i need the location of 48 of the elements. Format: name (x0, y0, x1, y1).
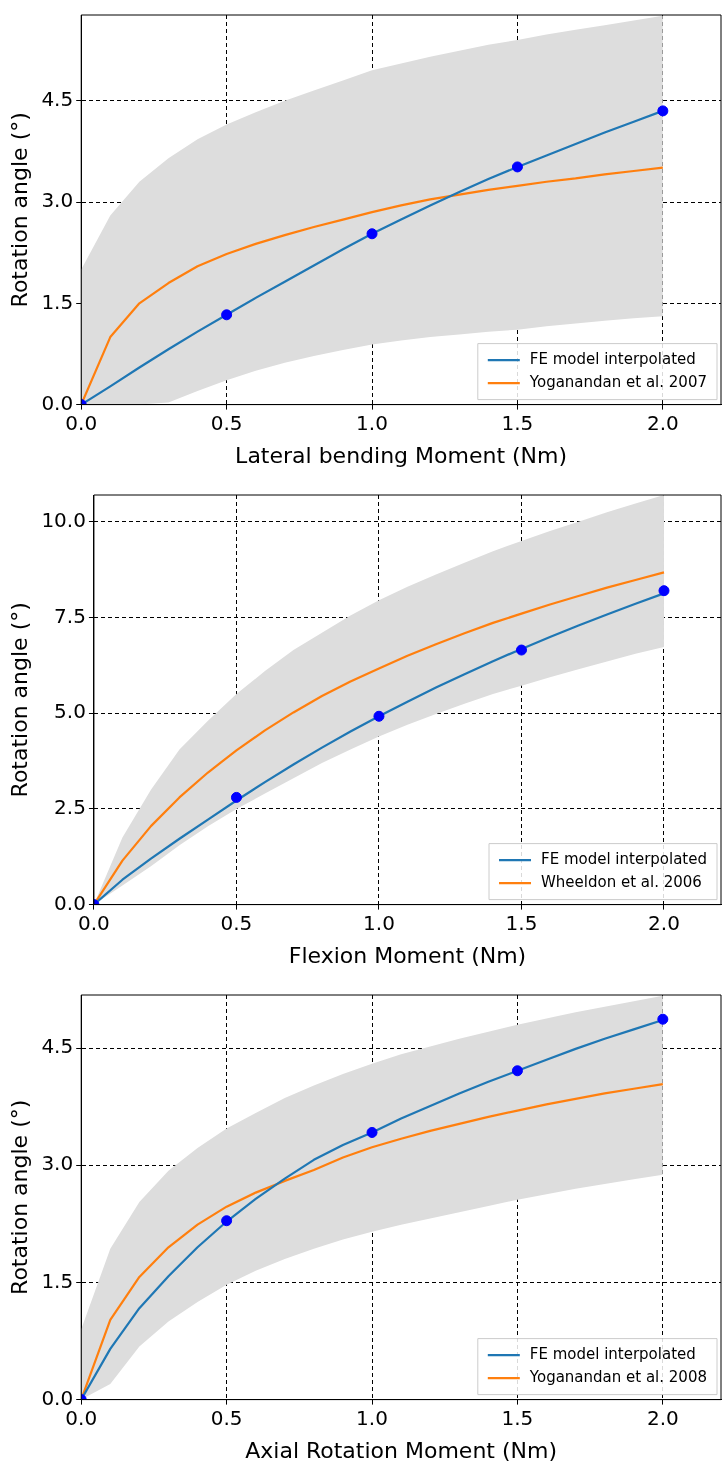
point (657, 105, 669, 117)
y-tick-label: 0.0 (41, 390, 74, 415)
x-tick-label: 1.5 (505, 910, 538, 935)
x-tick-label: 1.0 (363, 910, 395, 935)
x-tick-label: 2.0 (648, 910, 680, 935)
y-axis-title: Rotation angle (°) (6, 1099, 32, 1295)
legend-label: FE model interpolated (541, 849, 708, 868)
x-tick-label: 2.0 (646, 410, 679, 435)
y-tick-label: 4.5 (41, 86, 74, 111)
y-tick-label: 10.0 (41, 508, 86, 532)
point (657, 1013, 669, 1025)
x-tick-label: 1.5 (501, 410, 534, 435)
y-tick-label: 0.0 (41, 1385, 74, 1410)
x-axis-title: Flexion Moment (Nm) (288, 942, 527, 968)
y-tick-label: 7.5 (54, 603, 86, 628)
point (658, 585, 670, 597)
legend-label: FE model interpolated (529, 1344, 696, 1363)
y-tick-label: 3.0 (41, 188, 74, 213)
y-axis-title: Rotation angle (°) (6, 602, 32, 798)
x-tick-label: 0.5 (210, 1405, 243, 1430)
x-tick-label: 1.0 (356, 1405, 388, 1430)
point (373, 710, 385, 722)
y-tick-label: 2.5 (54, 795, 86, 820)
y-tick-label: 5.0 (54, 699, 86, 724)
legend-label: Yoganandan et al. 2008 (528, 1367, 707, 1386)
y-tick-label: 1.5 (41, 1268, 74, 1293)
x-axis-title: Lateral bending Moment (Nm) (235, 442, 568, 468)
x-tick-label: 1.0 (356, 410, 388, 435)
point (511, 161, 523, 173)
y-tick-label: 1.5 (41, 289, 74, 314)
legend-label: FE model interpolated (529, 349, 696, 368)
point (515, 644, 527, 656)
x-axis-title: Axial Rotation Moment (Nm) (245, 1437, 557, 1463)
x-tick-label: 0.5 (220, 910, 253, 935)
y-axis-title: Rotation angle (°) (6, 112, 32, 308)
point (221, 1215, 233, 1227)
y-tick-label: 3.0 (41, 1151, 74, 1176)
x-tick-label: 1.5 (501, 1405, 534, 1430)
point (366, 1126, 378, 1138)
legend-label: Wheeldon et al. 2006 (541, 872, 702, 891)
x-tick-label: 2.0 (646, 1405, 679, 1430)
point (511, 1065, 523, 1077)
point (221, 309, 233, 321)
x-tick-label: 0.5 (210, 410, 243, 435)
point (366, 228, 378, 240)
point (230, 791, 242, 803)
y-tick-label: 4.5 (41, 1034, 74, 1059)
legend-label: Yoganandan et al. 2007 (528, 372, 707, 391)
